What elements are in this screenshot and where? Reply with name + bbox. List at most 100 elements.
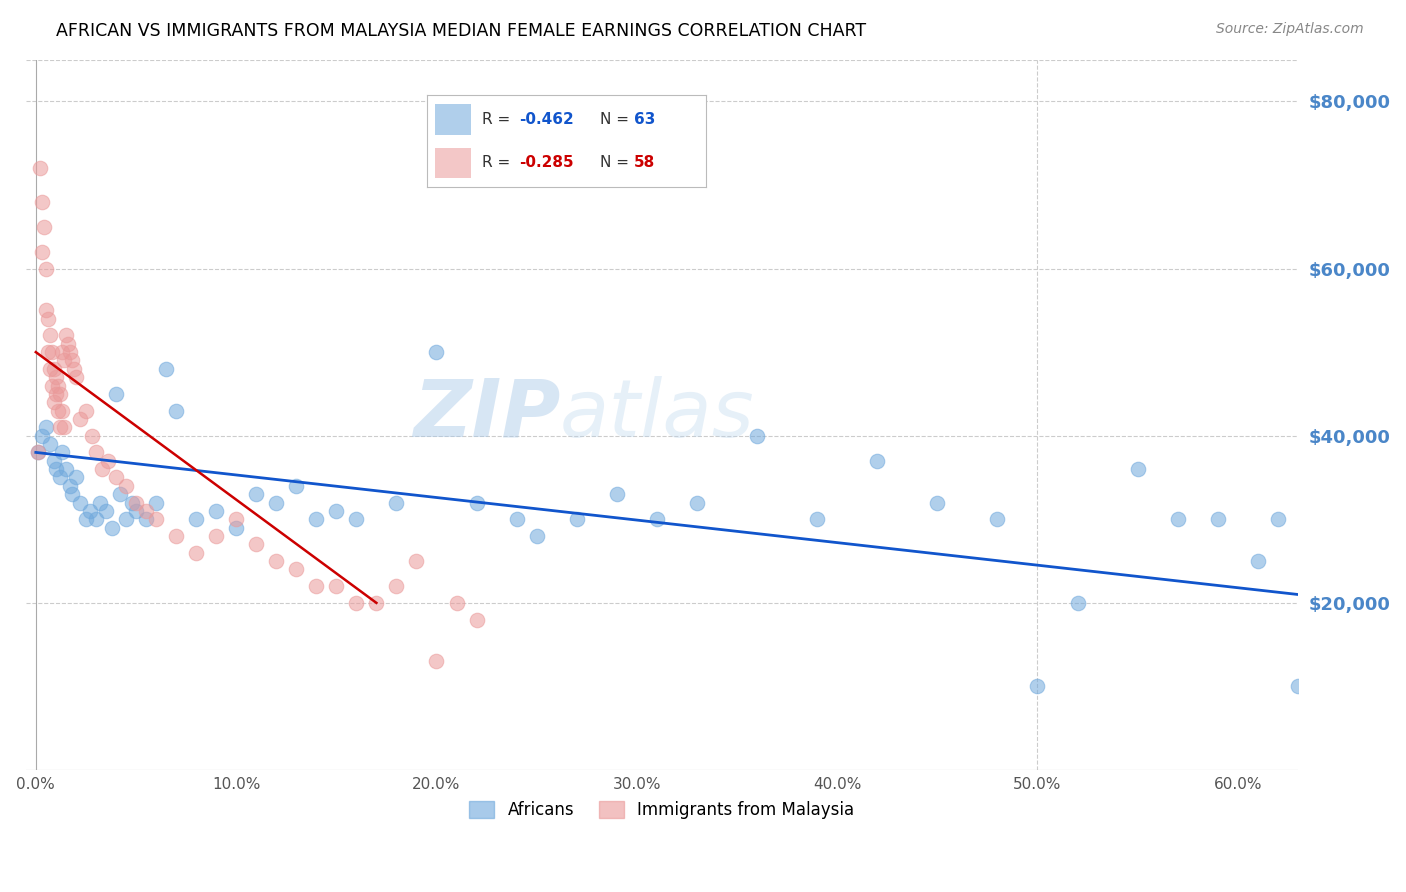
Point [42,454,65,468]
Point [645,512,668,526]
Point [145,495,167,509]
Point [42,361,65,376]
Point [184,512,207,526]
Point [446,596,468,610]
Point [606,487,628,501]
Point [366,596,388,610]
Legend: Africans, Immigrants from Malaysia: Africans, Immigrants from Malaysia [463,794,862,826]
Point [465,613,488,627]
Point [89,495,111,509]
Point [31,428,53,442]
Point [51,345,73,359]
Point [90,462,112,476]
Point [344,512,367,526]
Point [37,311,59,326]
Point [145,512,167,526]
Point [59,479,82,493]
Point [806,512,828,526]
Point [42,395,65,409]
Point [184,546,207,560]
Point [45,462,67,476]
Point [35,261,58,276]
Point [41,378,63,392]
Point [80,428,103,442]
Point [264,495,287,509]
Point [125,504,148,518]
Point [75,512,97,526]
Point [986,512,1008,526]
Point [135,512,157,526]
Point [1267,512,1289,526]
Point [465,495,488,509]
Point [155,361,177,376]
Point [104,387,127,401]
Text: atlas: atlas [560,376,755,454]
Point [927,495,949,509]
Text: Source: ZipAtlas.com: Source: ZipAtlas.com [1216,22,1364,37]
Point [35,303,58,318]
Point [28,161,51,176]
Point [104,470,127,484]
Point [32,219,55,234]
Point [55,328,77,343]
Point [205,529,228,543]
Point [37,345,59,359]
Point [686,495,709,509]
Point [27,445,49,459]
Point [51,445,73,459]
Point [59,345,82,359]
Point [165,403,187,417]
Point [526,529,548,543]
Point [385,495,408,509]
Text: AFRICAN VS IMMIGRANTS FROM MALAYSIA MEDIAN FEMALE EARNINGS CORRELATION CHART: AFRICAN VS IMMIGRANTS FROM MALAYSIA MEDI… [56,22,866,40]
Point [245,487,267,501]
Point [745,428,768,442]
Point [1206,512,1229,526]
Point [1167,512,1189,526]
Point [264,554,287,568]
Point [60,487,83,501]
Point [45,387,67,401]
Point [245,537,267,551]
Point [97,454,120,468]
Point [135,504,157,518]
Point [27,445,49,459]
Point [305,579,328,593]
Point [60,353,83,368]
Point [1126,462,1149,476]
Point [38,437,60,451]
Point [285,479,308,493]
Point [38,328,60,343]
Point [31,194,53,209]
Point [1286,680,1309,694]
Point [65,470,87,484]
Point [325,579,347,593]
Point [46,403,69,417]
Point [101,521,124,535]
Point [425,345,447,359]
Point [46,378,69,392]
Point [205,504,228,518]
Point [45,370,67,384]
Point [69,412,91,426]
Point [65,370,87,384]
Point [225,512,247,526]
Point [125,495,148,509]
Point [405,554,427,568]
Point [115,479,138,493]
Point [285,562,308,576]
Point [1247,554,1270,568]
Point [425,654,447,668]
Point [385,579,408,593]
Point [49,387,72,401]
Point [31,244,53,259]
Point [305,512,328,526]
Point [344,596,367,610]
Point [1066,596,1088,610]
Point [49,470,72,484]
Point [56,336,79,351]
Point [325,504,347,518]
Point [63,361,86,376]
Point [505,512,527,526]
Point [79,504,101,518]
